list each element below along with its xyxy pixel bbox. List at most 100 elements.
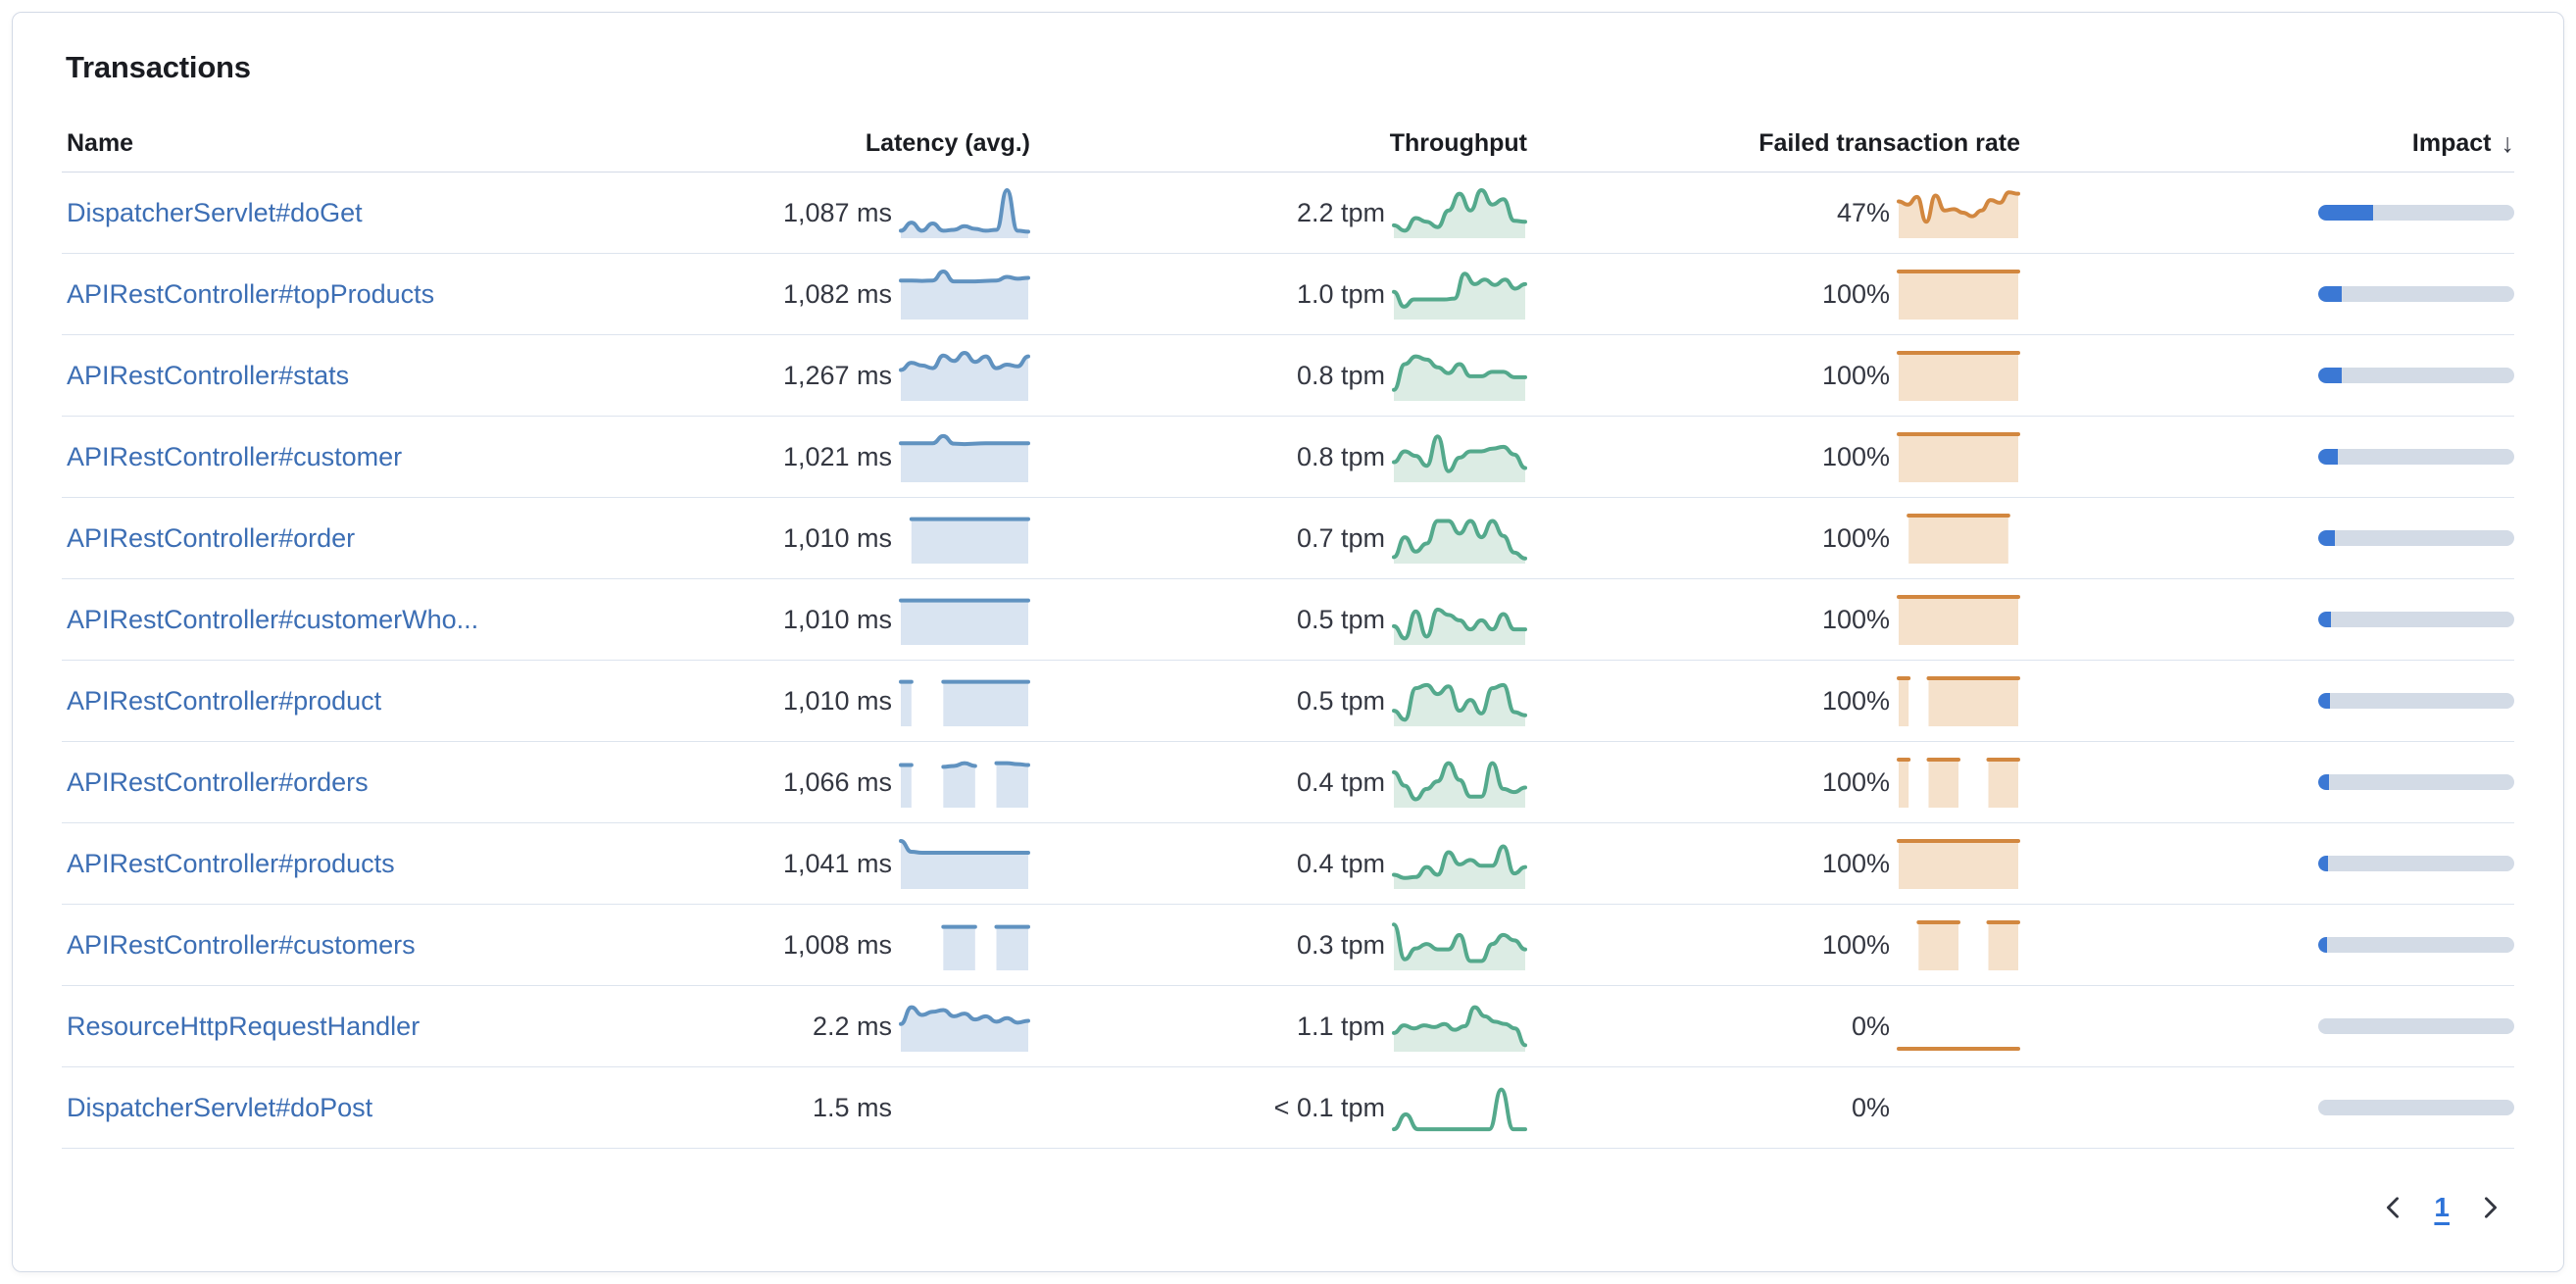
throughput-value: 0.4 tpm [1296, 766, 1385, 797]
throughput-value: 0.5 tpm [1296, 604, 1385, 634]
failed-rate-sparkline [1897, 269, 2020, 320]
transaction-name-link[interactable]: APIRestController#customer [67, 441, 403, 471]
column-header-throughput[interactable]: Throughput [1389, 128, 1527, 157]
impact-bar [2318, 774, 2514, 790]
table-body: DispatcherServlet#doGet 1,087 ms 2.2 tpm… [62, 173, 2514, 1149]
impact-bar-fill [2318, 612, 2331, 627]
table-header: Name Latency (avg.) Throughput Failed tr… [62, 115, 2514, 173]
latency-sparkline [899, 431, 1030, 482]
table-row: ResourceHttpRequestHandler 2.2 ms 1.1 tp… [62, 986, 2514, 1067]
transaction-name-link[interactable]: APIRestController#product [67, 685, 382, 716]
latency-sparkline [899, 350, 1030, 401]
transaction-name-link[interactable]: APIRestController#customerWho... [67, 604, 479, 634]
throughput-value: 2.2 tpm [1296, 197, 1385, 227]
table-row: APIRestController#products 1,041 ms 0.4 … [62, 823, 2514, 905]
throughput-sparkline [1392, 594, 1527, 645]
throughput-value: 0.7 tpm [1296, 522, 1385, 553]
impact-bar [2318, 856, 2514, 871]
transaction-name-link[interactable]: APIRestController#products [67, 848, 395, 878]
latency-sparkline [899, 1082, 1030, 1133]
impact-bar [2318, 693, 2514, 709]
throughput-sparkline [1392, 187, 1527, 238]
latency-value: 1,066 ms [782, 766, 892, 797]
latency-value: 1,041 ms [782, 848, 892, 878]
table-row: APIRestController#order 1,010 ms 0.7 tpm… [62, 498, 2514, 579]
sort-descending-icon: ↓ [2501, 127, 2515, 158]
latency-value: 1,010 ms [782, 522, 892, 553]
transaction-name-link[interactable]: DispatcherServlet#doGet [67, 197, 363, 227]
table-row: APIRestController#customers 1,008 ms 0.3… [62, 905, 2514, 986]
panel-title: Transactions [66, 50, 251, 84]
latency-value: 1,087 ms [782, 197, 892, 227]
failed-rate-value: 100% [1821, 766, 1890, 797]
impact-bar-fill [2318, 530, 2335, 546]
pagination: 1 [62, 1186, 2514, 1229]
failed-rate-sparkline [1897, 1082, 2020, 1133]
latency-value: 1,010 ms [782, 604, 892, 634]
column-header-failed-rate[interactable]: Failed transaction rate [1759, 128, 2020, 157]
previous-page-button[interactable] [2371, 1186, 2414, 1229]
failed-rate-sparkline [1897, 675, 2020, 726]
failed-rate-sparkline [1897, 350, 2020, 401]
throughput-sparkline [1392, 269, 1527, 320]
throughput-sparkline [1392, 919, 1527, 970]
failed-rate-value: 0% [1851, 1092, 1890, 1122]
latency-sparkline [899, 594, 1030, 645]
throughput-sparkline [1392, 675, 1527, 726]
impact-bar [2318, 530, 2514, 546]
failed-rate-value: 47% [1836, 197, 1890, 227]
chevron-left-icon [2387, 1197, 2400, 1218]
failed-rate-sparkline [1897, 757, 2020, 808]
transaction-name-link[interactable]: APIRestController#order [67, 522, 356, 553]
table-row: APIRestController#orders 1,066 ms 0.4 tp… [62, 742, 2514, 823]
transaction-name-link[interactable]: APIRestController#topProducts [67, 278, 435, 309]
latency-sparkline [899, 919, 1030, 970]
throughput-sparkline [1392, 350, 1527, 401]
failed-rate-value: 100% [1821, 604, 1890, 634]
failed-rate-sparkline [1897, 838, 2020, 889]
transaction-name-link[interactable]: DispatcherServlet#doPost [67, 1092, 373, 1122]
impact-bar-fill [2318, 205, 2373, 221]
latency-value: 1,082 ms [782, 278, 892, 309]
failed-rate-value: 100% [1821, 522, 1890, 553]
failed-rate-value: 100% [1821, 929, 1890, 960]
throughput-value: < 0.1 tpm [1273, 1092, 1385, 1122]
latency-sparkline [899, 269, 1030, 320]
column-header-latency[interactable]: Latency (avg.) [865, 128, 1030, 157]
failed-rate-sparkline [1897, 431, 2020, 482]
failed-rate-sparkline [1897, 919, 2020, 970]
impact-bar [2318, 612, 2514, 627]
table-row: APIRestController#topProducts 1,082 ms 1… [62, 254, 2514, 335]
failed-rate-value: 100% [1821, 360, 1890, 390]
failed-rate-sparkline [1897, 187, 2020, 238]
latency-sparkline [899, 757, 1030, 808]
transaction-name-link[interactable]: APIRestController#stats [67, 360, 350, 390]
page-number-current[interactable]: 1 [2434, 1192, 2450, 1222]
impact-bar-fill [2318, 774, 2329, 790]
transaction-name-link[interactable]: APIRestController#orders [67, 766, 369, 797]
latency-sparkline [899, 838, 1030, 889]
table-row: APIRestController#customerWho... 1,010 m… [62, 579, 2514, 661]
impact-bar-fill [2318, 937, 2327, 953]
column-header-impact[interactable]: Impact ↓ [2411, 127, 2515, 158]
latency-sparkline [899, 675, 1030, 726]
table-row: APIRestController#customer 1,021 ms 0.8 … [62, 417, 2514, 498]
latency-value: 1,008 ms [782, 929, 892, 960]
failed-rate-value: 100% [1821, 685, 1890, 716]
table-row: APIRestController#stats 1,267 ms 0.8 tpm… [62, 335, 2514, 417]
failed-rate-value: 100% [1821, 441, 1890, 471]
impact-bar-fill [2318, 286, 2342, 302]
column-header-name: Name [67, 128, 134, 157]
impact-bar [2318, 1018, 2514, 1034]
throughput-value: 0.8 tpm [1296, 360, 1385, 390]
throughput-value: 1.0 tpm [1296, 278, 1385, 309]
next-page-button[interactable] [2469, 1186, 2512, 1229]
transaction-name-link[interactable]: APIRestController#customers [67, 929, 416, 960]
latency-value: 1,021 ms [782, 441, 892, 471]
impact-bar-fill [2318, 693, 2330, 709]
throughput-sparkline [1392, 838, 1527, 889]
transaction-name-link[interactable]: ResourceHttpRequestHandler [67, 1011, 421, 1041]
throughput-sparkline [1392, 513, 1527, 564]
latency-value: 1,010 ms [782, 685, 892, 716]
latency-sparkline [899, 187, 1030, 238]
